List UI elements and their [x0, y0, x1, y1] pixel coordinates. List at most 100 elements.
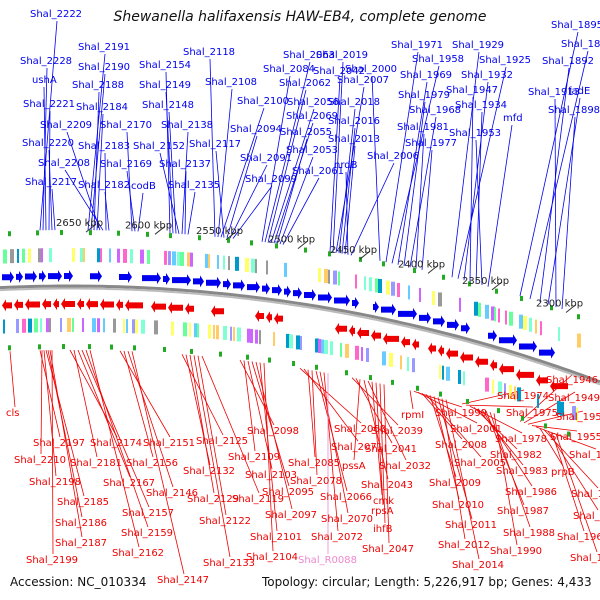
outer-marker-dash: [577, 314, 580, 320]
forward-cog-mark: [369, 277, 372, 292]
reverse-gene-arrow: [438, 344, 444, 357]
reverse-gene-label-cls: cls: [6, 408, 20, 419]
forward-callout-line: [232, 185, 273, 239]
reverse-gene-label-shal-2032: Shal_2032: [379, 461, 431, 472]
forward-gene-label-shal-1893: Shal_1893: [561, 39, 600, 50]
forward-gene-label-shal-1929: Shal_1929: [452, 40, 504, 51]
reverse-gene-arrow: [371, 329, 381, 342]
reverse-cog-mark: [576, 407, 578, 422]
forward-callout-line: [529, 50, 589, 299]
forward-cog-mark: [17, 248, 19, 263]
reverse-gene-arrow: [53, 298, 59, 311]
forward-gene-label-shal-1925: Shal_1925: [479, 55, 531, 66]
forward-gene-label-shal-2152: Shal_2152: [133, 141, 185, 152]
outer-marker-dash: [382, 261, 385, 267]
reverse-cog-mark: [16, 318, 19, 333]
reverse-callout-line: [461, 389, 525, 405]
forward-callout-line: [261, 75, 291, 242]
reverse-callout-line: [465, 404, 534, 408]
reverse-cog-mark: [46, 318, 50, 333]
reverse-gene-label-shal-2010: Shal_2010: [432, 500, 484, 511]
reverse-cog-mark: [189, 322, 191, 337]
inner-marker-dash: [8, 345, 11, 351]
forward-callout-line: [385, 51, 419, 263]
reverse-gene-label-shal-1946: Shal_1946: [546, 375, 598, 386]
reverse-gene-label-shal-2181: Shal_2181: [70, 458, 122, 469]
forward-callout-line: [345, 171, 349, 255]
reverse-cog-mark: [183, 322, 187, 337]
reverse-gene-label-shal-1999: Shal_1999: [435, 408, 487, 419]
forward-cog-mark: [577, 333, 581, 348]
forward-gene-label-shal-1969: Shal_1969: [400, 70, 452, 81]
inner-marker-dash: [497, 408, 500, 414]
reverse-cog-mark: [498, 381, 502, 396]
reverse-gene-label-shal-2072: Shal_2072: [311, 532, 363, 543]
scale-tick: [491, 281, 503, 291]
forward-callout-line: [220, 107, 265, 238]
forward-callout-line: [421, 149, 433, 271]
reverse-gene-label-pssa: pssA: [342, 461, 366, 472]
forward-callout-line: [229, 164, 268, 239]
reverse-callout-line: [123, 350, 154, 458]
forward-callout-line: [451, 51, 480, 278]
reverse-callout-line: [535, 426, 597, 450]
reverse-callout-line: [263, 363, 274, 552]
forward-cog-mark: [375, 278, 379, 293]
reverse-gene-label-shal-1962: Shal_1962: [571, 489, 600, 500]
reverse-gene-label-shal-1955: Shal_1955: [550, 432, 600, 443]
reverse-gene-label-shal-2101: Shal_2101: [250, 532, 302, 543]
forward-gene-label-nrdb: nrdB: [334, 160, 358, 171]
inner-marker-dash: [62, 344, 65, 350]
inner-marker-dash: [315, 364, 318, 370]
forward-cog-mark: [10, 249, 14, 264]
forward-cog-mark: [235, 256, 239, 271]
forward-cog-mark: [509, 311, 513, 326]
reverse-callout-line: [421, 393, 463, 440]
forward-cog-mark: [333, 270, 337, 285]
inner-marker-dash: [369, 375, 372, 381]
forward-cog-mark: [251, 258, 255, 273]
reverse-gene-label-shal-2125: Shal_2125: [196, 436, 248, 447]
reverse-gene-label-shal-2174: Shal_2174: [90, 438, 142, 449]
forward-callout-line: [554, 98, 557, 308]
reverse-cog-mark: [407, 357, 409, 372]
reverse-callout-line: [127, 351, 174, 488]
reverse-cog-mark: [171, 321, 174, 336]
forward-gene-label-shal-2118: Shal_2118: [183, 47, 235, 58]
reverse-gene-arrow: [550, 380, 568, 393]
forward-gene-label-shal-2138: Shal_2138: [161, 120, 213, 131]
forward-callout-line: [475, 111, 483, 284]
forward-callout-line: [335, 86, 365, 253]
reverse-callout-line: [81, 349, 150, 508]
reverse-gene-label-shal-2011: Shal_2011: [445, 520, 497, 531]
reverse-cog-mark: [67, 318, 71, 333]
reverse-callout-line: [477, 408, 524, 466]
forward-cog-mark: [123, 248, 127, 263]
reverse-gene-arrow: [77, 298, 84, 311]
reverse-cog-mark: [492, 379, 494, 394]
reverse-callout-line: [539, 428, 564, 467]
forward-gene-arrow: [223, 278, 231, 291]
reverse-gene-label-shal-1988: Shal_1988: [503, 528, 555, 539]
reverse-callout-line: [189, 354, 215, 494]
reverse-gene-arrow: [42, 298, 51, 311]
reverse-gene-arrow: [266, 311, 272, 324]
forward-gene-label-shal-2117: Shal_2117: [189, 139, 241, 150]
forward-cog-mark: [284, 262, 287, 277]
forward-gene-arrow: [398, 307, 417, 320]
reverse-cog-mark: [194, 323, 197, 338]
forward-cog-mark: [3, 249, 7, 264]
reverse-gene-arrow: [125, 299, 143, 312]
reverse-gene-arrow: [349, 324, 355, 337]
forward-gene-label-shal-2069: Shal_2069: [286, 111, 338, 122]
backbone-line: [0, 284, 600, 384]
reverse-callout-line: [73, 349, 98, 458]
forward-cog-mark: [478, 302, 481, 317]
reverse-gene-label-shal-2085: Shal_2085: [288, 458, 340, 469]
forward-callout-line: [96, 113, 104, 231]
forward-gene-arrow: [163, 273, 170, 286]
genome-title: Shewanella halifaxensis HAW-EB4, complet…: [113, 9, 487, 25]
inner-marker-dash: [466, 398, 469, 404]
outer-marker-dash: [36, 230, 39, 236]
reverse-cog-mark: [49, 318, 51, 333]
